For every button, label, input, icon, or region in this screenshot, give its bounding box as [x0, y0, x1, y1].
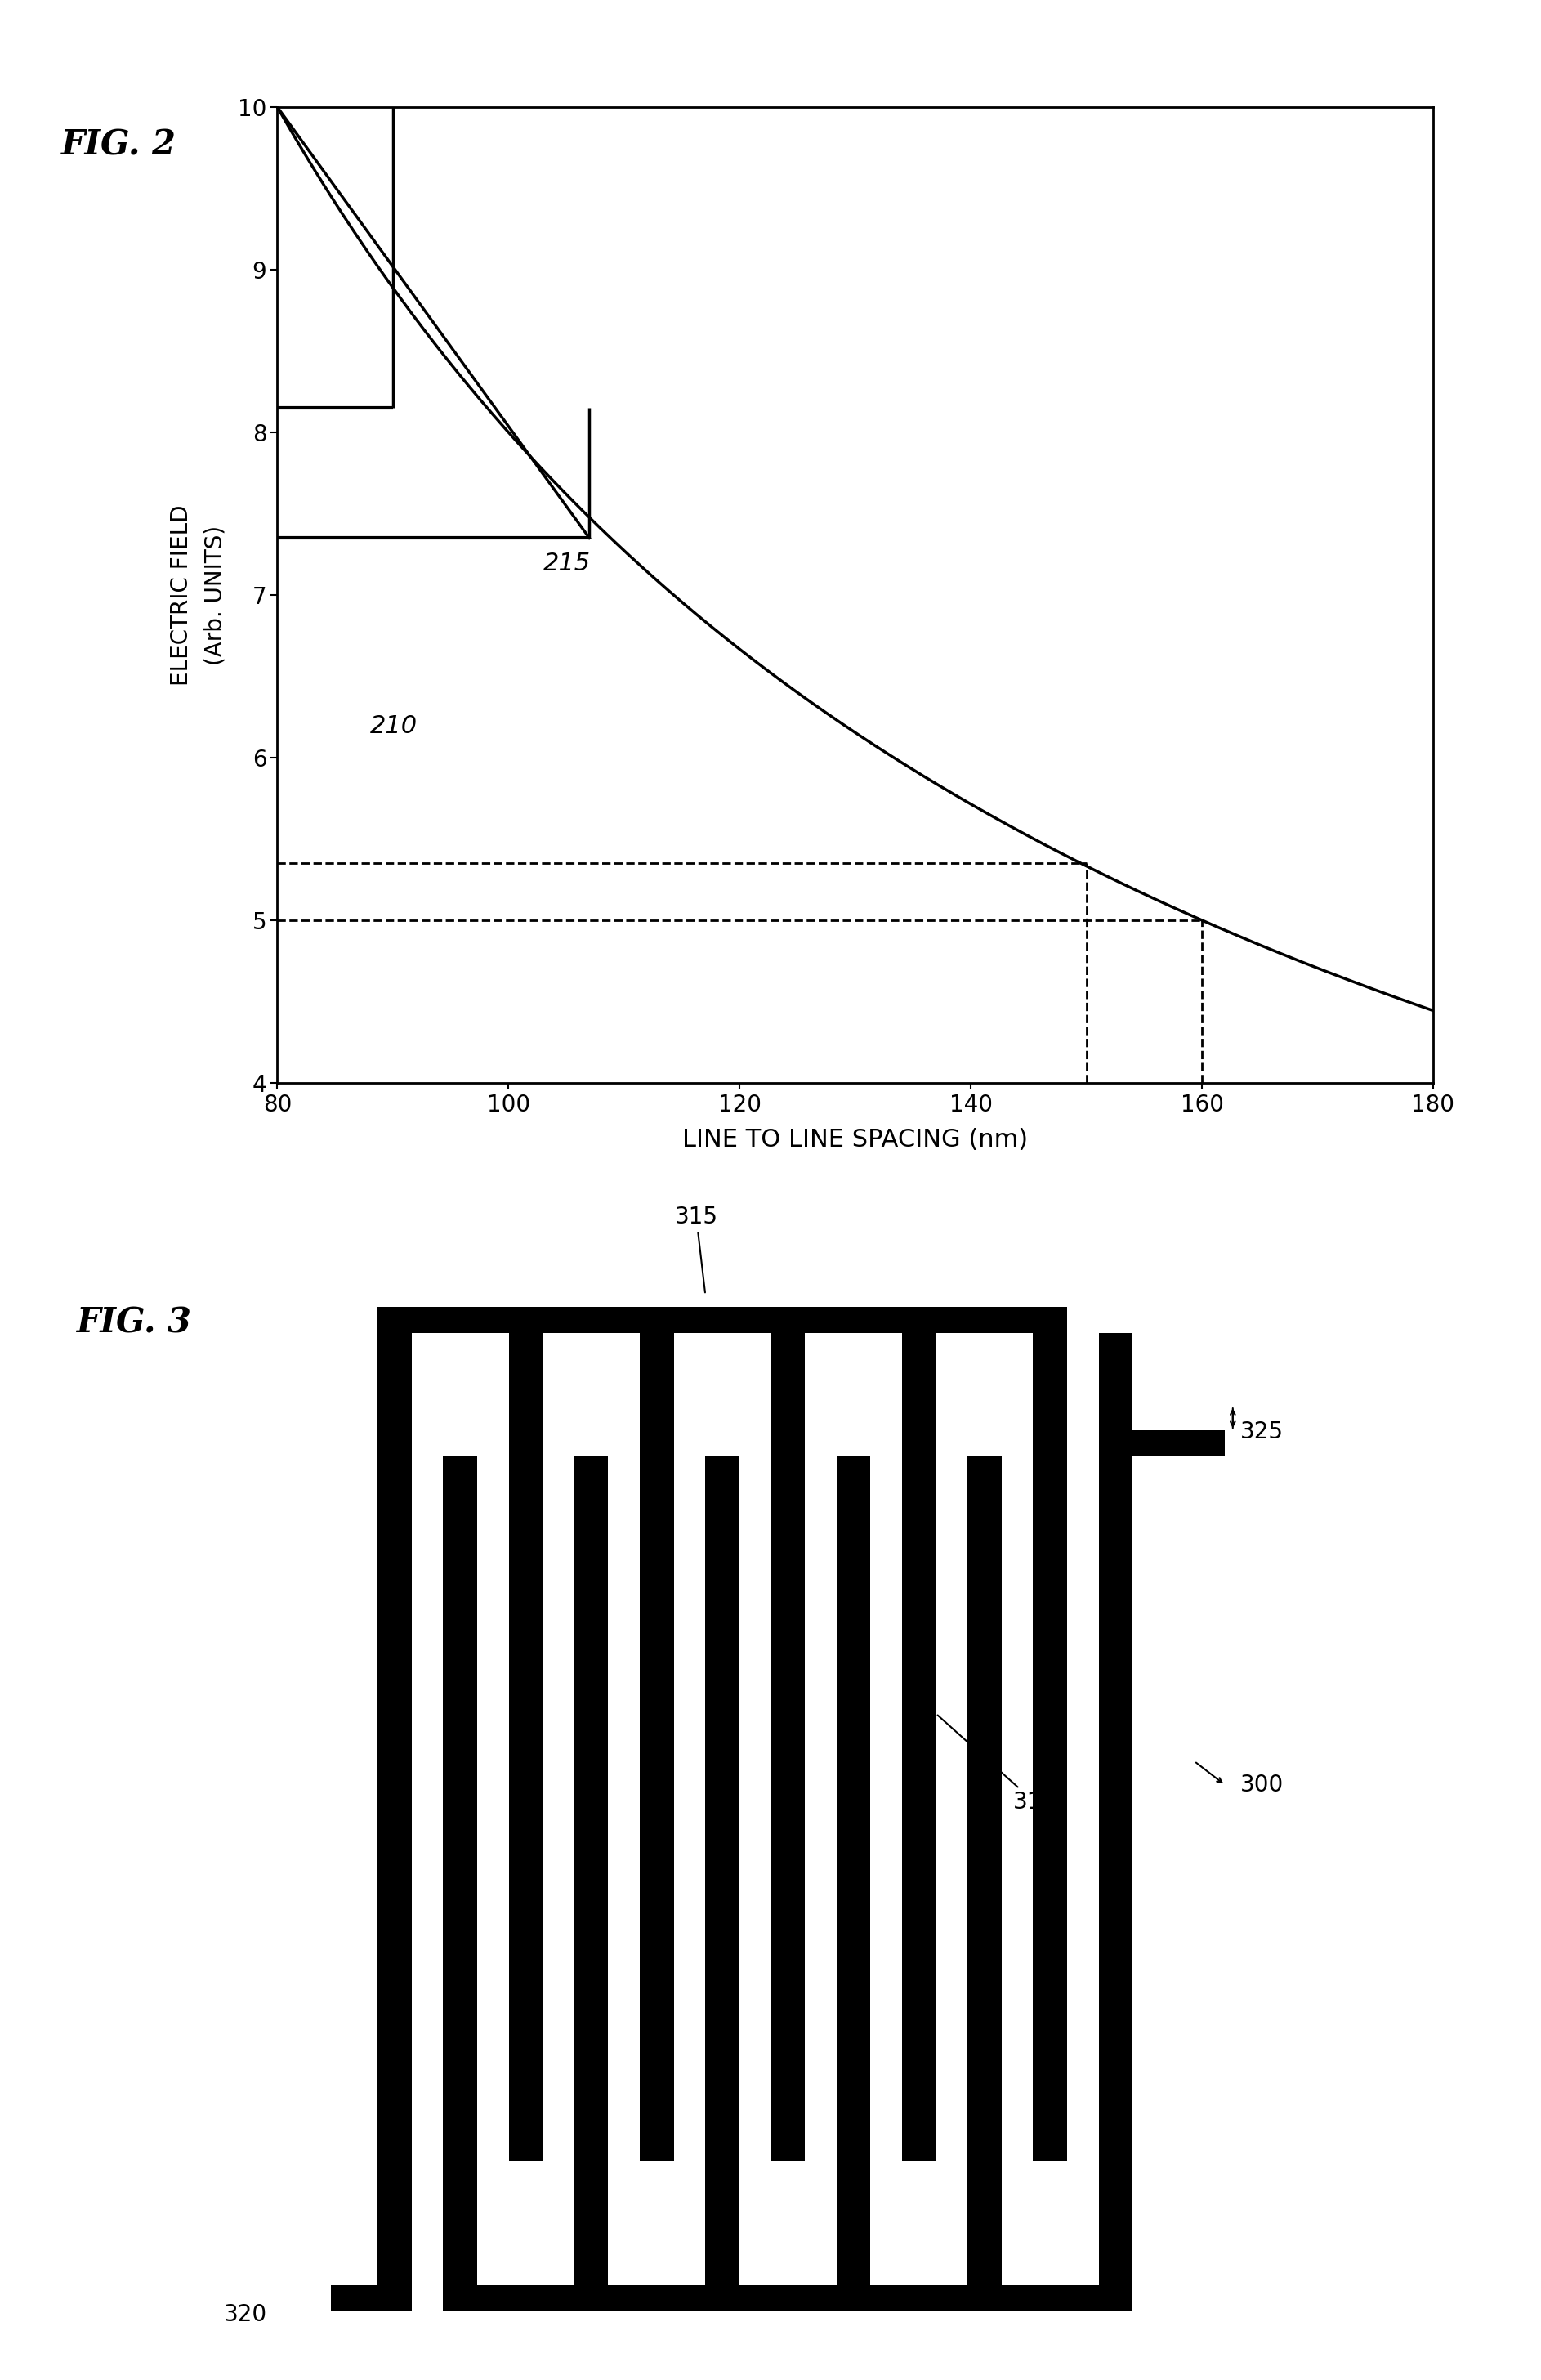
Text: 300: 300: [1241, 1773, 1284, 1797]
Bar: [706, 1457, 740, 2285]
Bar: [444, 2285, 1133, 2311]
Bar: [575, 1457, 609, 2285]
Text: 215: 215: [542, 552, 590, 576]
Text: 325: 325: [1241, 1421, 1284, 1442]
Bar: [640, 1333, 673, 2161]
Bar: [331, 2285, 411, 2311]
Bar: [1032, 1333, 1066, 2161]
Bar: [1099, 1333, 1133, 2285]
X-axis label: LINE TO LINE SPACING (nm): LINE TO LINE SPACING (nm): [683, 1128, 1028, 1152]
Bar: [901, 1333, 935, 2161]
Bar: [444, 1457, 478, 2285]
Text: FIG. 3: FIG. 3: [77, 1307, 193, 1340]
Bar: [378, 1307, 1066, 1333]
Y-axis label: ELECTRIC FIELD
(Arb. UNITS): ELECTRIC FIELD (Arb. UNITS): [170, 505, 227, 685]
Text: 210: 210: [370, 714, 418, 738]
Bar: [770, 1333, 804, 2161]
Text: FIG. 2: FIG. 2: [62, 129, 177, 162]
Text: 320: 320: [223, 2304, 267, 2325]
Bar: [837, 1457, 871, 2285]
Text: 310: 310: [937, 1716, 1057, 1814]
Bar: [509, 1333, 542, 2161]
Bar: [968, 1457, 1002, 2285]
Bar: [1099, 1430, 1225, 1457]
Bar: [378, 1333, 411, 2285]
Text: 315: 315: [675, 1204, 718, 1292]
